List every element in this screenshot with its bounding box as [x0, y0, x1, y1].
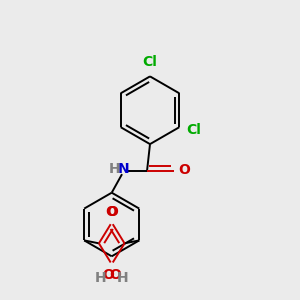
Text: H: H: [94, 271, 106, 285]
Text: O: O: [178, 163, 190, 177]
Text: O: O: [102, 268, 114, 282]
Text: H: H: [117, 271, 129, 285]
Text: N: N: [118, 162, 129, 176]
Text: Cl: Cl: [142, 55, 158, 69]
Text: O: O: [109, 268, 121, 282]
Text: Cl: Cl: [187, 123, 202, 137]
Text: O: O: [106, 205, 118, 219]
Text: H: H: [109, 162, 121, 176]
Text: O: O: [105, 205, 117, 219]
